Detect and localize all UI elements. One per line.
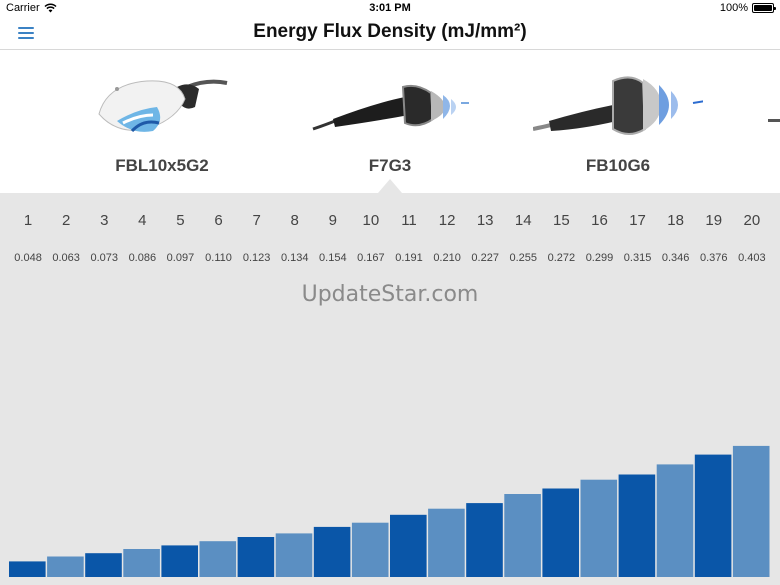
- energy-value-label: 0.210: [433, 252, 461, 264]
- energy-bar: [161, 545, 198, 577]
- energy-level-label[interactable]: 16: [591, 212, 608, 229]
- energy-bar: [47, 556, 84, 577]
- next-device-peek[interactable]: [768, 119, 780, 122]
- clock: 3:01 PM: [369, 2, 411, 14]
- battery-status: 100%: [719, 2, 776, 14]
- nav-bar: Energy Flux Density (mJ/mm²): [0, 16, 780, 50]
- device-label: F7G3: [368, 156, 412, 175]
- device-item-fb10g6[interactable]: FB10G6: [533, 51, 703, 181]
- energy-value-label: 0.403: [738, 252, 766, 264]
- energy-bar: [694, 454, 732, 577]
- energy-level-label[interactable]: 14: [514, 212, 532, 229]
- energy-bar: [351, 522, 389, 577]
- energy-bar: [656, 464, 694, 577]
- energy-bar: [85, 553, 122, 577]
- menu-icon[interactable]: [16, 24, 36, 42]
- energy-level-label[interactable]: 15: [553, 212, 570, 229]
- battery-percent: 100%: [719, 2, 748, 14]
- energy-bar: [504, 494, 541, 577]
- energy-level-label[interactable]: 9: [328, 212, 337, 229]
- energy-value-label: 0.123: [242, 252, 271, 264]
- selection-indicator: [378, 179, 402, 193]
- energy-value-label: 0.134: [280, 252, 309, 264]
- energy-level-label[interactable]: 8: [290, 212, 299, 229]
- carrier-info: Carrier: [6, 2, 57, 14]
- fb10g6-handpiece-icon: [533, 76, 703, 135]
- energy-level-label[interactable]: 4: [138, 212, 147, 229]
- energy-value-label: 0.376: [699, 252, 728, 264]
- energy-bar: [542, 488, 579, 577]
- energy-value-label: 0.191: [395, 252, 423, 264]
- battery-icon: [752, 3, 776, 13]
- device-item-fbl10x5g2[interactable]: FBL10x5G2: [77, 51, 247, 181]
- watermark: UpdateStar.com: [301, 282, 479, 307]
- energy-value-label: 0.097: [166, 252, 195, 264]
- energy-bar: [466, 503, 503, 577]
- energy-value-label: 0.272: [547, 252, 576, 264]
- energy-bar: [580, 479, 618, 577]
- energy-value-label: 0.154: [319, 252, 347, 264]
- energy-level-label[interactable]: 7: [252, 212, 261, 229]
- energy-level-label[interactable]: 10: [362, 212, 380, 229]
- energy-chart-panel: 1 2 3 4 5 6 7 8 9 10 11 12 13 14 15 16 17 18 19 20 0.048 0.0…: [0, 193, 780, 585]
- energy-value-label: 0.073: [90, 252, 118, 264]
- energy-level-label[interactable]: 17: [629, 212, 646, 229]
- energy-level-label[interactable]: 2: [61, 212, 71, 229]
- device-label: FB10G6: [585, 156, 651, 175]
- energy-level-label[interactable]: 12: [438, 212, 456, 229]
- energy-value-label: 0.048: [14, 252, 42, 264]
- energy-level-label[interactable]: 3: [100, 212, 109, 229]
- energy-value-label: 0.227: [471, 252, 499, 264]
- energy-value-label: 0.063: [52, 252, 80, 264]
- energy-bar: [313, 526, 351, 577]
- fbl10x5g2-handpiece-icon: [98, 79, 228, 133]
- energy-level-label[interactable]: 20: [743, 212, 761, 229]
- energy-level-label[interactable]: 19: [705, 212, 723, 229]
- energy-bar-chart: [9, 445, 770, 577]
- energy-level-label[interactable]: 11: [401, 212, 417, 229]
- energy-bar: [199, 541, 237, 577]
- device-label: FBL10x5G2: [115, 156, 209, 175]
- energy-level-label[interactable]: 5: [176, 212, 185, 229]
- energy-bar: [428, 508, 465, 577]
- energy-value-label: 0.315: [623, 252, 652, 264]
- device-item-f7g3[interactable]: F7G3: [305, 51, 475, 181]
- energy-level-label[interactable]: 13: [476, 212, 494, 229]
- energy-bar: [618, 474, 656, 577]
- status-bar: Carrier 3:01 PM 100%: [0, 0, 780, 16]
- f7g3-handpiece-icon: [312, 84, 469, 131]
- energy-value-label: 0.299: [585, 252, 614, 264]
- energy-level-label[interactable]: 6: [214, 212, 223, 229]
- energy-bar: [237, 537, 275, 577]
- energy-value-label: 0.086: [128, 252, 157, 264]
- energy-value-label: 0.167: [357, 252, 385, 264]
- energy-bar: [123, 549, 160, 577]
- energy-bar: [390, 514, 427, 577]
- page-title: Energy Flux Density (mJ/mm²): [253, 21, 527, 42]
- energy-bar: [275, 533, 313, 577]
- wifi-icon: [44, 3, 57, 13]
- energy-value-label: 0.346: [661, 252, 690, 264]
- energy-value-row: 0.048 0.063 0.073 0.086 0.097 0.110 0.123 0.134…: [9, 252, 771, 264]
- energy-value-label: 0.255: [509, 252, 538, 264]
- device-carousel[interactable]: FBL10x5G2 F7G3 FB10G6: [0, 51, 780, 193]
- energy-level-label[interactable]: 18: [667, 212, 684, 229]
- energy-bar: [732, 445, 770, 577]
- energy-value-label: 0.110: [205, 252, 232, 264]
- energy-bar: [9, 561, 46, 577]
- carrier-label: Carrier: [6, 2, 40, 14]
- energy-level-label[interactable]: 1: [23, 212, 33, 229]
- energy-level-row: 1 2 3 4 5 6 7 8 9 10 11 12 13 14 15 16 17 18 19 20: [9, 212, 771, 229]
